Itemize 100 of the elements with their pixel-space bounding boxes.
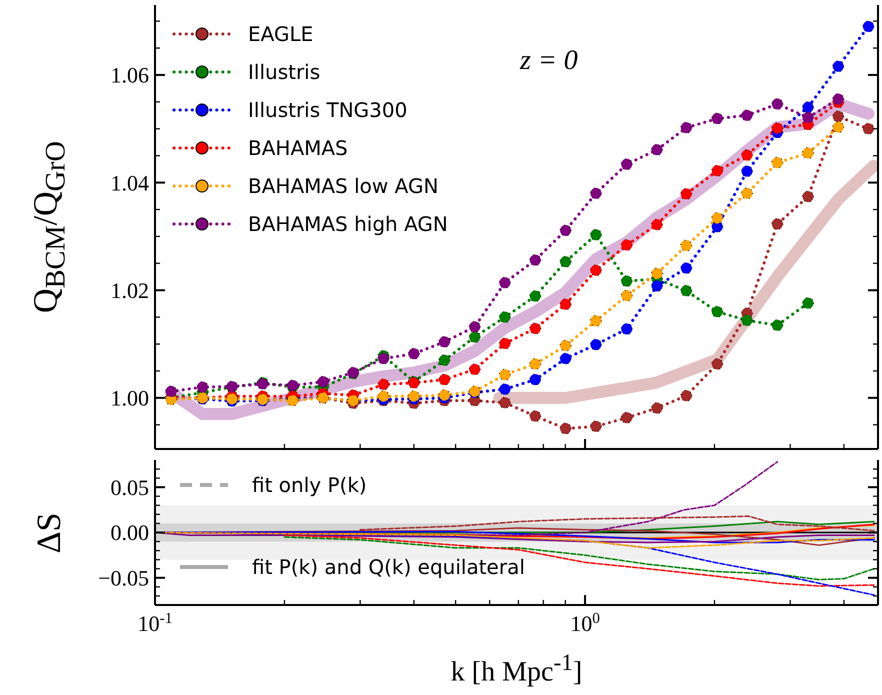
point bbox=[529, 322, 542, 334]
point bbox=[740, 165, 753, 178]
point bbox=[771, 156, 784, 169]
y-tick-label: 0.00 bbox=[110, 520, 149, 546]
point bbox=[529, 358, 542, 370]
y-tick-label: −0.05 bbox=[98, 566, 149, 591]
point bbox=[862, 122, 874, 135]
point bbox=[680, 390, 692, 402]
point bbox=[650, 402, 663, 414]
point bbox=[590, 264, 602, 276]
point bbox=[468, 320, 481, 333]
point bbox=[680, 284, 692, 297]
point bbox=[620, 412, 633, 424]
point bbox=[196, 381, 209, 394]
y-axis-title: ΔS bbox=[31, 512, 69, 553]
point bbox=[560, 422, 572, 435]
point bbox=[680, 188, 692, 200]
point bbox=[498, 338, 511, 350]
y-tick-label: 0.05 bbox=[110, 474, 149, 500]
point bbox=[711, 306, 724, 318]
point bbox=[438, 354, 450, 366]
point bbox=[802, 297, 814, 310]
point bbox=[498, 311, 511, 324]
point bbox=[620, 239, 633, 252]
legend-label: BAHAMAS bbox=[248, 136, 348, 160]
point bbox=[560, 340, 572, 352]
point bbox=[529, 410, 542, 422]
point bbox=[378, 390, 390, 402]
point bbox=[438, 374, 450, 386]
point bbox=[832, 121, 844, 134]
point bbox=[711, 112, 724, 125]
point bbox=[802, 101, 814, 114]
point bbox=[832, 60, 844, 72]
point bbox=[802, 190, 814, 203]
annotation: z = 0 bbox=[520, 45, 578, 77]
y-tick-label: 1.00 bbox=[110, 386, 149, 411]
point bbox=[771, 98, 784, 110]
point bbox=[408, 390, 420, 402]
point bbox=[560, 298, 572, 310]
legend-label: Illustris bbox=[248, 60, 320, 84]
x-tick-label: 10$^{0}$ bbox=[570, 610, 600, 636]
point bbox=[590, 228, 602, 241]
point bbox=[590, 314, 602, 327]
point bbox=[650, 280, 663, 292]
point bbox=[832, 93, 844, 106]
point bbox=[711, 358, 724, 370]
legend-label: BAHAMAS low AGN bbox=[248, 174, 438, 198]
annotation: fit only P(k) bbox=[252, 473, 367, 497]
point bbox=[740, 314, 753, 326]
point bbox=[862, 20, 874, 33]
y-tick-label: 1.04 bbox=[110, 170, 149, 196]
y-tick-label: 1.02 bbox=[110, 278, 149, 303]
point bbox=[560, 256, 572, 268]
point bbox=[378, 352, 390, 365]
y-tick-label: 1.06 bbox=[110, 62, 149, 88]
point bbox=[408, 348, 420, 360]
point bbox=[802, 111, 814, 124]
x-tick-label: 10$^{-1}$ bbox=[138, 610, 172, 636]
point bbox=[560, 224, 572, 236]
point bbox=[740, 109, 753, 122]
point bbox=[590, 187, 602, 200]
point bbox=[771, 319, 784, 332]
point bbox=[529, 254, 542, 266]
legend-label: BAHAMAS high AGN bbox=[248, 212, 448, 236]
point bbox=[620, 290, 633, 302]
point bbox=[438, 336, 450, 348]
point bbox=[711, 212, 724, 224]
point bbox=[680, 262, 692, 274]
point bbox=[740, 187, 753, 200]
point bbox=[468, 331, 481, 344]
point bbox=[590, 420, 602, 432]
point bbox=[317, 376, 330, 388]
point bbox=[802, 147, 814, 159]
legend-label: EAGLE bbox=[248, 22, 314, 46]
point bbox=[590, 338, 602, 351]
point bbox=[378, 378, 390, 390]
point bbox=[680, 240, 692, 252]
point bbox=[560, 352, 572, 365]
point bbox=[620, 322, 633, 335]
point bbox=[498, 383, 511, 396]
point bbox=[620, 275, 633, 288]
point bbox=[498, 396, 511, 409]
point bbox=[771, 218, 784, 230]
point bbox=[650, 268, 663, 280]
point bbox=[620, 158, 633, 170]
point bbox=[680, 122, 692, 134]
point bbox=[529, 374, 542, 386]
point bbox=[165, 385, 178, 398]
x-axis-title: k [h Mpc$^{-1}$] bbox=[450, 650, 582, 688]
point bbox=[832, 110, 844, 122]
point bbox=[711, 164, 724, 177]
point bbox=[650, 144, 663, 156]
point bbox=[468, 363, 481, 376]
point bbox=[650, 218, 663, 231]
point bbox=[438, 389, 450, 402]
point bbox=[529, 290, 542, 302]
annotation: fit P(k) and Q(k) equilateral bbox=[252, 555, 525, 579]
point bbox=[498, 276, 511, 289]
point bbox=[498, 368, 511, 381]
legend-label: Illustris TNG300 bbox=[248, 98, 408, 122]
